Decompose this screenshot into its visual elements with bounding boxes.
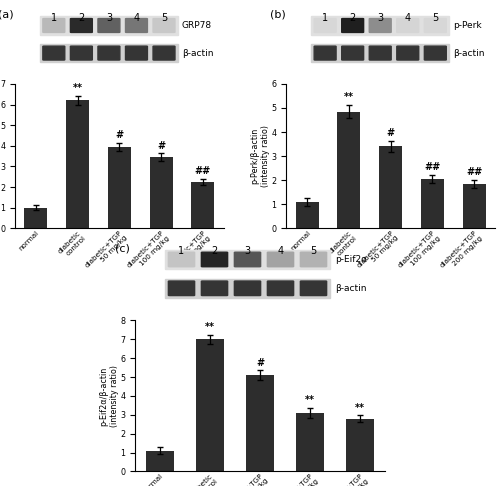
- FancyBboxPatch shape: [43, 18, 65, 33]
- Text: **: **: [205, 322, 215, 332]
- FancyBboxPatch shape: [98, 18, 120, 33]
- Bar: [312, 17, 449, 35]
- Text: #: #: [116, 130, 124, 140]
- Text: **: **: [355, 403, 365, 413]
- Bar: [296, 413, 324, 471]
- Bar: [462, 184, 485, 228]
- Text: 4: 4: [134, 13, 140, 23]
- Bar: [296, 202, 318, 228]
- Text: p-Eif2α: p-Eif2α: [335, 255, 367, 264]
- Bar: [421, 179, 444, 228]
- FancyBboxPatch shape: [168, 252, 194, 267]
- Text: β-actin: β-actin: [182, 49, 214, 58]
- FancyBboxPatch shape: [397, 18, 418, 33]
- FancyBboxPatch shape: [370, 18, 391, 33]
- Text: 2: 2: [212, 246, 218, 257]
- FancyBboxPatch shape: [126, 46, 148, 60]
- FancyBboxPatch shape: [202, 281, 228, 295]
- FancyBboxPatch shape: [168, 281, 194, 295]
- Text: 3: 3: [106, 13, 112, 23]
- Text: β-actin: β-actin: [335, 284, 366, 293]
- FancyBboxPatch shape: [98, 46, 120, 60]
- FancyBboxPatch shape: [314, 46, 336, 60]
- Text: (b): (b): [270, 10, 285, 20]
- Bar: [40, 44, 178, 62]
- FancyBboxPatch shape: [153, 46, 175, 60]
- Bar: [312, 44, 449, 62]
- FancyBboxPatch shape: [342, 46, 363, 60]
- Bar: [165, 278, 330, 298]
- FancyBboxPatch shape: [370, 46, 391, 60]
- Y-axis label: p-Eif2α/β-actin
(intensity ratio): p-Eif2α/β-actin (intensity ratio): [100, 365, 119, 427]
- Bar: [150, 157, 172, 228]
- FancyBboxPatch shape: [268, 252, 293, 267]
- Text: 5: 5: [432, 13, 438, 23]
- Text: ##: ##: [194, 166, 211, 176]
- Text: 1: 1: [51, 13, 57, 23]
- Bar: [165, 250, 330, 269]
- FancyBboxPatch shape: [70, 46, 92, 60]
- Text: 2: 2: [350, 13, 356, 23]
- Text: 5: 5: [310, 246, 316, 257]
- FancyBboxPatch shape: [268, 281, 293, 295]
- Bar: [24, 208, 48, 228]
- FancyBboxPatch shape: [397, 46, 418, 60]
- FancyBboxPatch shape: [153, 18, 175, 33]
- Bar: [40, 17, 178, 35]
- FancyBboxPatch shape: [234, 252, 260, 267]
- Y-axis label: p-Perk/β-actin
(intensity ratio): p-Perk/β-actin (intensity ratio): [250, 125, 270, 187]
- FancyBboxPatch shape: [300, 252, 326, 267]
- Text: (a): (a): [0, 10, 14, 20]
- Text: 4: 4: [278, 246, 283, 257]
- Bar: [66, 101, 89, 228]
- Text: β-actin: β-actin: [454, 49, 485, 58]
- Text: #: #: [256, 358, 264, 368]
- Text: 3: 3: [377, 13, 384, 23]
- FancyBboxPatch shape: [234, 281, 260, 295]
- Text: **: **: [305, 395, 315, 405]
- Text: p-Perk: p-Perk: [454, 21, 482, 30]
- FancyBboxPatch shape: [342, 18, 363, 33]
- FancyBboxPatch shape: [300, 281, 326, 295]
- Bar: [379, 146, 402, 228]
- Bar: [346, 418, 374, 471]
- Text: **: **: [344, 92, 354, 102]
- FancyBboxPatch shape: [202, 252, 228, 267]
- Text: **: **: [72, 83, 83, 93]
- Text: 3: 3: [244, 246, 250, 257]
- Bar: [192, 182, 214, 228]
- Text: (c): (c): [115, 243, 130, 253]
- Bar: [338, 112, 360, 228]
- Text: #: #: [386, 128, 394, 139]
- FancyBboxPatch shape: [43, 46, 65, 60]
- FancyBboxPatch shape: [70, 18, 92, 33]
- Text: ##: ##: [466, 167, 482, 176]
- FancyBboxPatch shape: [424, 46, 446, 60]
- Bar: [196, 339, 224, 471]
- Text: GRP78: GRP78: [182, 21, 212, 30]
- Bar: [246, 375, 274, 471]
- FancyBboxPatch shape: [126, 18, 148, 33]
- Text: 1: 1: [322, 13, 328, 23]
- Bar: [146, 451, 174, 471]
- Text: 2: 2: [78, 13, 84, 23]
- Text: #: #: [157, 140, 165, 151]
- Text: ##: ##: [424, 162, 440, 172]
- Text: 1: 1: [178, 246, 184, 257]
- FancyBboxPatch shape: [424, 18, 446, 33]
- Text: 5: 5: [161, 13, 167, 23]
- Bar: [108, 147, 131, 228]
- Text: 4: 4: [404, 13, 411, 23]
- FancyBboxPatch shape: [314, 18, 336, 33]
